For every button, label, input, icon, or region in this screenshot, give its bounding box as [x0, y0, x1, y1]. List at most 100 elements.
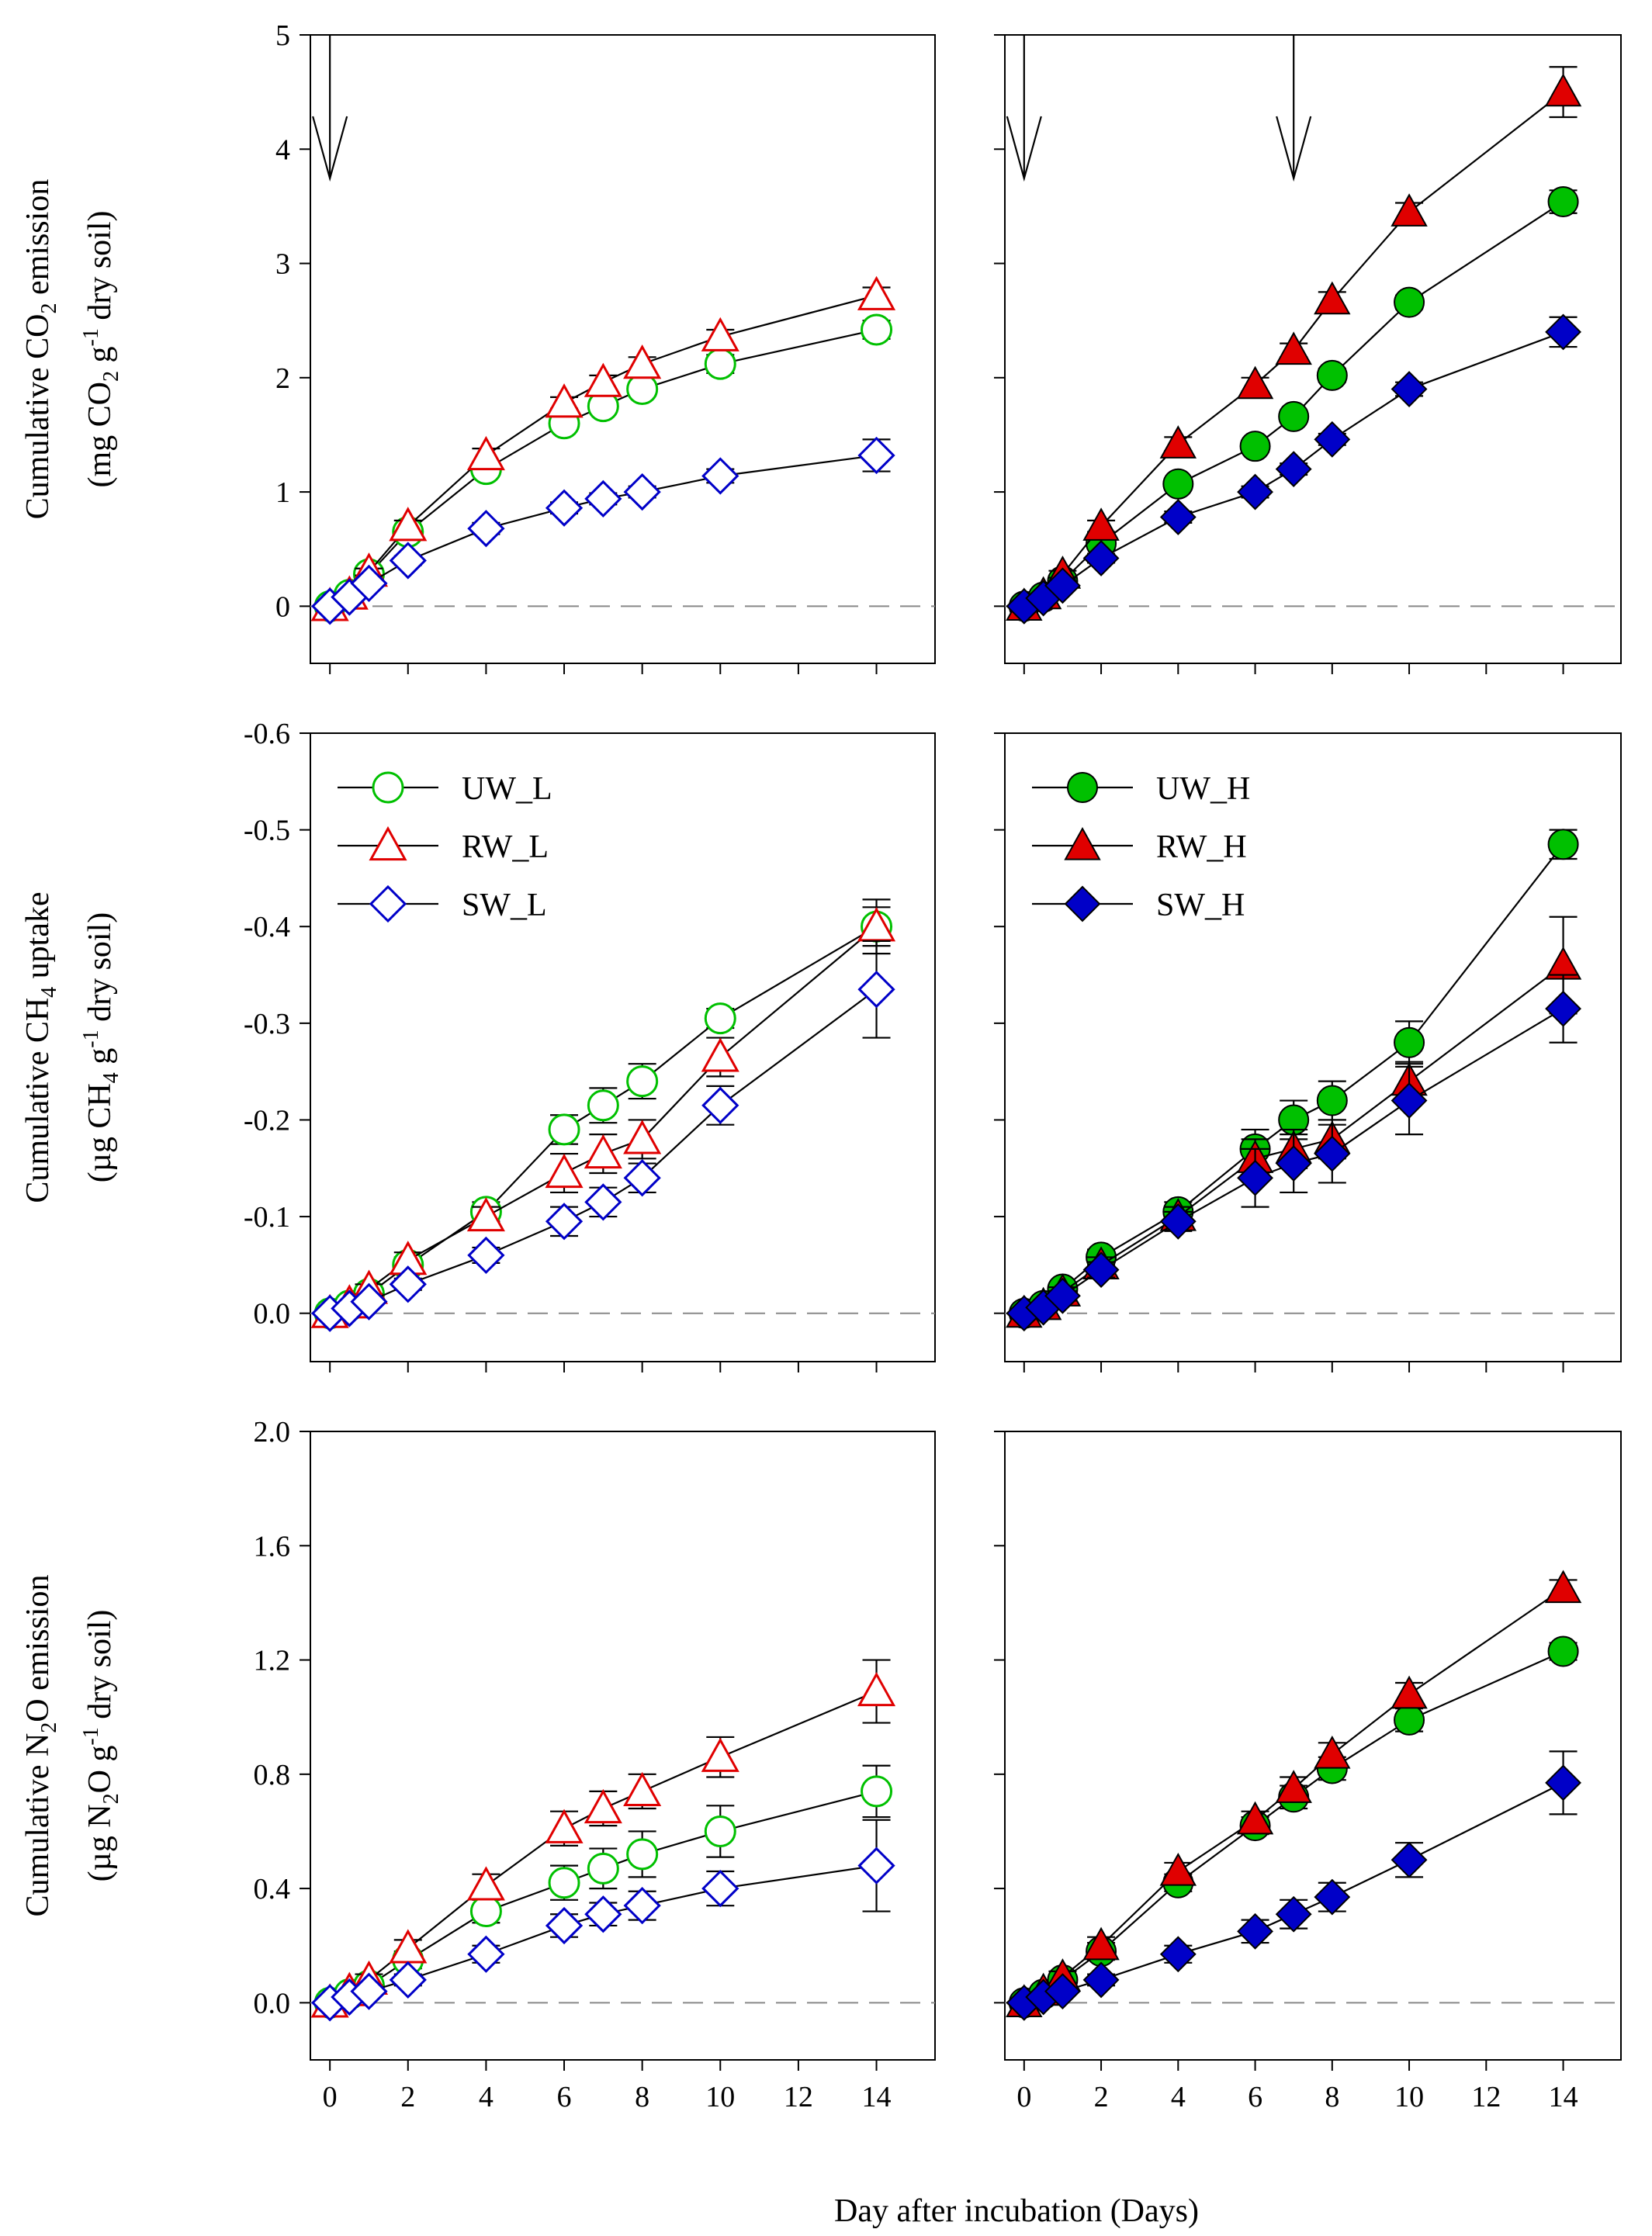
data-point-SW_H [1082, 1961, 1120, 1999]
plot-frame [310, 34, 936, 664]
panels: 0123450.0-0.1-0.2-0.3-0.4-0.5-0.60.00.40… [244, 19, 1622, 2113]
data-point-RW_H [1275, 331, 1312, 365]
data-point-RW_L [623, 1771, 662, 1807]
data-point-SW_L [389, 1961, 427, 1999]
data-point-RW_L [545, 1809, 584, 1843]
svg-text:Cumulative CH4 uptake: Cumulative CH4 uptake [20, 891, 61, 1203]
legend-item-RW_H: RW_H [1032, 826, 1247, 865]
x-tick-label: 4 [1171, 2081, 1186, 2113]
y-tick-label: -0.3 [244, 1008, 290, 1040]
data-point-UW_H [1162, 468, 1194, 500]
data-point-RW_H [1275, 1770, 1312, 1803]
data-point-RW_L [623, 1120, 662, 1154]
legend-left: UW_L RW_L SW_L [338, 771, 552, 923]
data-point-UW_H [1278, 400, 1310, 432]
data-point-SW_H [1391, 1082, 1428, 1119]
data-point-RW_L [584, 1134, 622, 1169]
y-axis-title-ch4-left: Cumulative CH4 uptake (µg CH4 g-1 dry soi… [20, 891, 123, 1203]
y-tick-label: -0.6 [244, 718, 290, 750]
data-point-SW_L [857, 1847, 895, 1885]
y-tick-label: -0.4 [244, 911, 290, 943]
data-point-RW_H [1159, 425, 1197, 459]
legend-item-RW_L: RW_L [338, 826, 549, 865]
data-point-UW_H [1547, 1635, 1579, 1667]
data-point-UW_H [1394, 1026, 1425, 1058]
data-point-UW_H [1394, 1704, 1425, 1736]
svg-text:(µg CH4 g-1 dry soil): (µg CH4 g-1 dry soil) [79, 912, 123, 1183]
data-point-RW_L [701, 317, 739, 351]
x-axis-title: Day after incubation (Days) [834, 2193, 1199, 2229]
data-point-RW_H [1391, 1675, 1428, 1709]
legend-label: UW_L [462, 771, 552, 807]
legend-marker [1067, 772, 1098, 803]
data-point-RW_H [1391, 193, 1428, 227]
legend-item-UW_L: UW_L [338, 771, 552, 807]
data-point-SW_H [1237, 1912, 1273, 1950]
series-SW_L [311, 940, 895, 1332]
data-point-SW_L [857, 971, 895, 1009]
data-point-SW_L [701, 457, 739, 495]
panel-ch4-right [994, 732, 1622, 1372]
data-point-SW_H [1082, 540, 1120, 576]
y-tick-label: 0.0 [254, 1987, 291, 2020]
data-point-UW_L [587, 1089, 619, 1122]
series-SW_L [311, 1819, 895, 2022]
series-UW_L [313, 313, 893, 622]
event-arrow [1276, 35, 1312, 182]
data-point-SW_L [545, 489, 584, 527]
svg-text:(µg N2O g-1 dry soil): (µg N2O g-1 dry soil) [79, 1610, 123, 1882]
series-SW_H [1006, 1750, 1581, 2021]
y-tick-label: 4 [275, 133, 290, 166]
legend-label: SW_H [1156, 888, 1245, 923]
legend-marker [369, 826, 407, 861]
data-point-SW_L [701, 1086, 739, 1124]
data-point-SW_H [1314, 1135, 1351, 1172]
x-tick-label: 0 [323, 2081, 338, 2113]
legend-marker [1064, 885, 1101, 922]
data-point-UW_L [861, 1775, 893, 1808]
data-point-SW_H [1391, 371, 1428, 407]
data-point-RW_L [389, 507, 428, 542]
data-point-UW_L [548, 1113, 580, 1146]
y-tick-label: 0.4 [254, 1873, 291, 1905]
data-point-SW_L [389, 1265, 427, 1303]
data-point-SW_L [584, 479, 622, 518]
x-tick-label: 14 [862, 2081, 892, 2113]
data-point-SW_H [1237, 1159, 1273, 1196]
series-SW_H [1006, 974, 1581, 1332]
data-point-RW_H [1236, 1801, 1274, 1835]
x-tick-label: 12 [1471, 2081, 1501, 2113]
data-point-SW_H [1545, 1764, 1581, 1802]
data-point-UW_H [1547, 186, 1579, 218]
data-point-SW_L [701, 1869, 739, 1908]
x-tick-label: 4 [479, 2081, 494, 2113]
data-point-SW_L [467, 1935, 505, 1973]
data-point-RW_L [466, 1866, 505, 1901]
data-point-SW_H [1275, 1895, 1312, 1933]
event-arrow [1006, 35, 1042, 182]
data-point-RW_H [1236, 365, 1274, 400]
legend-marker [369, 884, 407, 923]
data-point-RW_H [1314, 1735, 1351, 1769]
data-point-SW_H [1275, 1145, 1312, 1182]
x-tick-label: 12 [784, 2081, 813, 2113]
data-point-SW_L [623, 1887, 661, 1925]
y-tick-label: 5 [275, 19, 290, 52]
data-point-SW_H [1391, 1841, 1428, 1878]
y-tick-label: 1 [275, 476, 290, 509]
legend-label: RW_L [462, 829, 549, 865]
x-tick-label: 10 [705, 2081, 735, 2113]
data-point-SW_L [623, 1159, 661, 1197]
y-axis-title-co2-left: Cumulative CO2 emission (mg CO2 g-1 dry s… [20, 179, 123, 520]
data-point-SW_H [1082, 1251, 1120, 1289]
data-point-RW_L [623, 344, 662, 379]
svg-text:Cumulative N2O emission: Cumulative N2O emission [20, 1575, 61, 1917]
x-tick-label: 2 [400, 2081, 415, 2113]
legends: UW_L RW_L SW_L UW_H RW_H SW_H [338, 771, 1250, 923]
legend-label: UW_H [1156, 771, 1250, 807]
y-tick-label: 0.8 [254, 1759, 291, 1791]
series-RW_L [310, 1659, 896, 2018]
data-point-RW_L [857, 1671, 896, 1707]
plot-frame [310, 732, 936, 1362]
data-point-RW_H [1082, 507, 1120, 541]
